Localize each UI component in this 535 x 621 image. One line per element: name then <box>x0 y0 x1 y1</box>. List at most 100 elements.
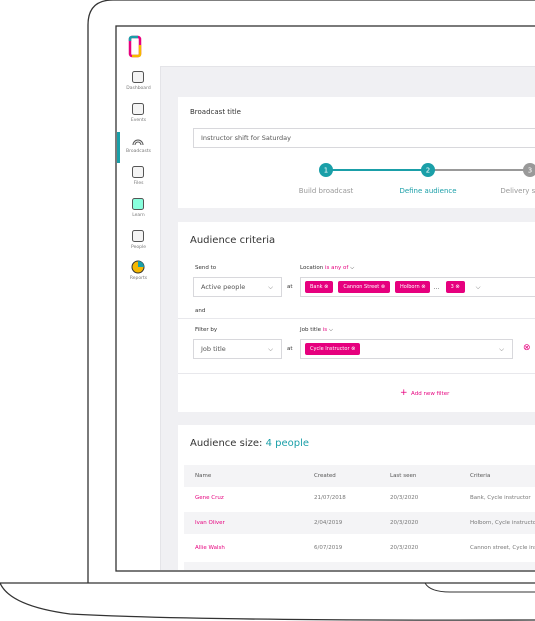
broadcast-card: Broadcast title Instructor shift for Sat… <box>178 97 535 208</box>
cell: 2/04/2019 <box>314 520 343 526</box>
title-input[interactable]: Instructor shift for Saturday <box>193 128 535 148</box>
table-row[interactable]: Allie Walsh 6/07/2019 20/3/2020 Cannon stre… <box>184 537 535 559</box>
divider <box>178 373 535 374</box>
column-header: Last seen <box>390 473 417 479</box>
nav-icon[interactable] <box>131 260 145 274</box>
step-circle <box>421 163 435 177</box>
value: Job title <box>201 345 226 353</box>
cell: 21/07/2018 <box>314 495 346 501</box>
label: Job title <box>300 327 321 333</box>
icon-shape <box>138 261 144 268</box>
divider <box>178 318 535 319</box>
remove-button[interactable]: ⊗ <box>523 343 531 353</box>
cell: Ivan Oliver <box>195 520 225 526</box>
stepper: 1 Build broadcast 2 Define audience 3 Deliver… <box>299 163 535 195</box>
label: at <box>287 346 293 352</box>
cell: Allie Walsh <box>195 545 225 551</box>
step-number: 1 <box>324 167 328 175</box>
nav-label: Dashboard <box>126 86 151 91</box>
column-header: Criteria <box>470 473 491 479</box>
heading-text: Audience size: <box>190 438 263 449</box>
column-header: Name <box>195 473 212 479</box>
step-label: Delivery settings <box>500 187 535 195</box>
tag: Holborn ⊗ <box>395 281 431 293</box>
cell: Bank, Cycle instructor <box>470 495 531 501</box>
heading: Audience criteria <box>190 235 276 246</box>
logo <box>128 35 142 58</box>
cell: Gene Cruz <box>195 495 224 501</box>
tag-select[interactable]: Bank ⊗ Cannon Street ⊗ Holborn ⊗... 3 ⊗ ⌵ <box>300 277 535 297</box>
count: 4 people <box>265 438 310 449</box>
label: Location is any of ⌵ <box>300 265 355 271</box>
nav-icon[interactable] <box>131 165 145 179</box>
nav-icon[interactable] <box>131 102 145 116</box>
label: Send to <box>195 265 217 271</box>
column-header: Created <box>314 473 336 479</box>
sidebar: Dashboard Events Broadcasts Files Learn Peopl… <box>117 66 161 570</box>
label: and <box>195 308 206 314</box>
icon-shape <box>132 139 144 146</box>
cell: 20/3/2020 <box>390 495 419 501</box>
cell: 20/3/2020 <box>390 545 419 551</box>
active-indicator <box>117 132 120 164</box>
nav-label: Broadcasts <box>126 149 151 155</box>
step-number: 2 <box>426 167 430 175</box>
nav-icon[interactable] <box>131 133 145 147</box>
label: Filter by <box>195 327 218 333</box>
icon-shape <box>132 197 144 210</box>
tag-text: 3 <box>450 284 454 290</box>
step-label: Define audience <box>399 187 456 195</box>
cell: 6/07/2019 <box>314 545 343 551</box>
screen: Dashboard Events Broadcasts Files Learn Peopl… <box>117 27 535 570</box>
cell: Holborn, Cycle instructor <box>470 520 535 526</box>
icon-shape <box>132 102 144 115</box>
label: Job title is ⌵ <box>300 327 334 333</box>
select[interactable]: Active people ⌵ <box>193 277 282 297</box>
heading: Audience size: 4 people <box>190 438 309 449</box>
tag: Bank ⊗ <box>305 281 334 293</box>
step-circle <box>523 163 535 177</box>
step-circle <box>319 163 333 177</box>
table-row[interactable]: Ivan Oliver 2/04/2019 20/3/2020 Holborn, Cy… <box>184 512 535 534</box>
table-header: Name Created Last seen Criteria <box>184 465 535 487</box>
select[interactable]: Job title ⌵ <box>193 339 282 359</box>
more-tag[interactable]: 3 ⊗ <box>445 281 465 293</box>
nav-icon[interactable] <box>131 229 145 243</box>
audience-card: Audience size: 4 people Name Created Last … <box>178 425 535 570</box>
operator[interactable]: is <box>322 327 328 333</box>
nav-label: Events <box>130 117 147 123</box>
icon-shape <box>132 71 144 83</box>
tag-text: Bank <box>310 284 323 290</box>
tag: Cannon Street ⊗ <box>338 281 391 293</box>
step-number: 3 <box>528 167 532 175</box>
nav-icon[interactable] <box>131 197 145 211</box>
cell: Cannon street, Cycle instructor <box>470 545 535 551</box>
tag: Cycle Instructor ⊗ <box>305 343 361 355</box>
add-filter[interactable]: + Add new filter <box>400 388 450 398</box>
criteria-card: Audience criteria Send to Location is an… <box>178 222 535 412</box>
operator[interactable]: is any of <box>325 265 349 271</box>
nav-label: Learn <box>132 212 145 218</box>
nav-icon[interactable] <box>131 70 145 84</box>
icon-shape <box>132 229 144 242</box>
table-row[interactable]: Gene Cruz 21/07/2018 20/3/2020 Bank, Cycle … <box>184 487 535 509</box>
label: Location <box>300 265 324 271</box>
step-label: Build broadcast <box>299 187 354 195</box>
ellipsis: ... <box>433 283 440 291</box>
tag-text: Holborn <box>400 284 420 290</box>
nav-label: People <box>131 244 146 250</box>
tag-text: Cannon Street <box>343 284 380 290</box>
tag-text: Cycle Instructor <box>310 346 350 352</box>
chevron: ⌵ <box>475 282 481 291</box>
cell: 20/3/2020 <box>390 520 419 526</box>
icon-shape <box>132 166 144 179</box>
tag-select[interactable]: Cycle Instructor ⊗ ⌵ <box>300 339 513 359</box>
label: at <box>287 284 293 290</box>
nav-label: Reports <box>129 276 148 282</box>
top-bar <box>117 27 535 67</box>
value: Active people <box>201 283 246 291</box>
label: Broadcast title <box>190 108 241 116</box>
nav-label: Files <box>133 181 144 187</box>
